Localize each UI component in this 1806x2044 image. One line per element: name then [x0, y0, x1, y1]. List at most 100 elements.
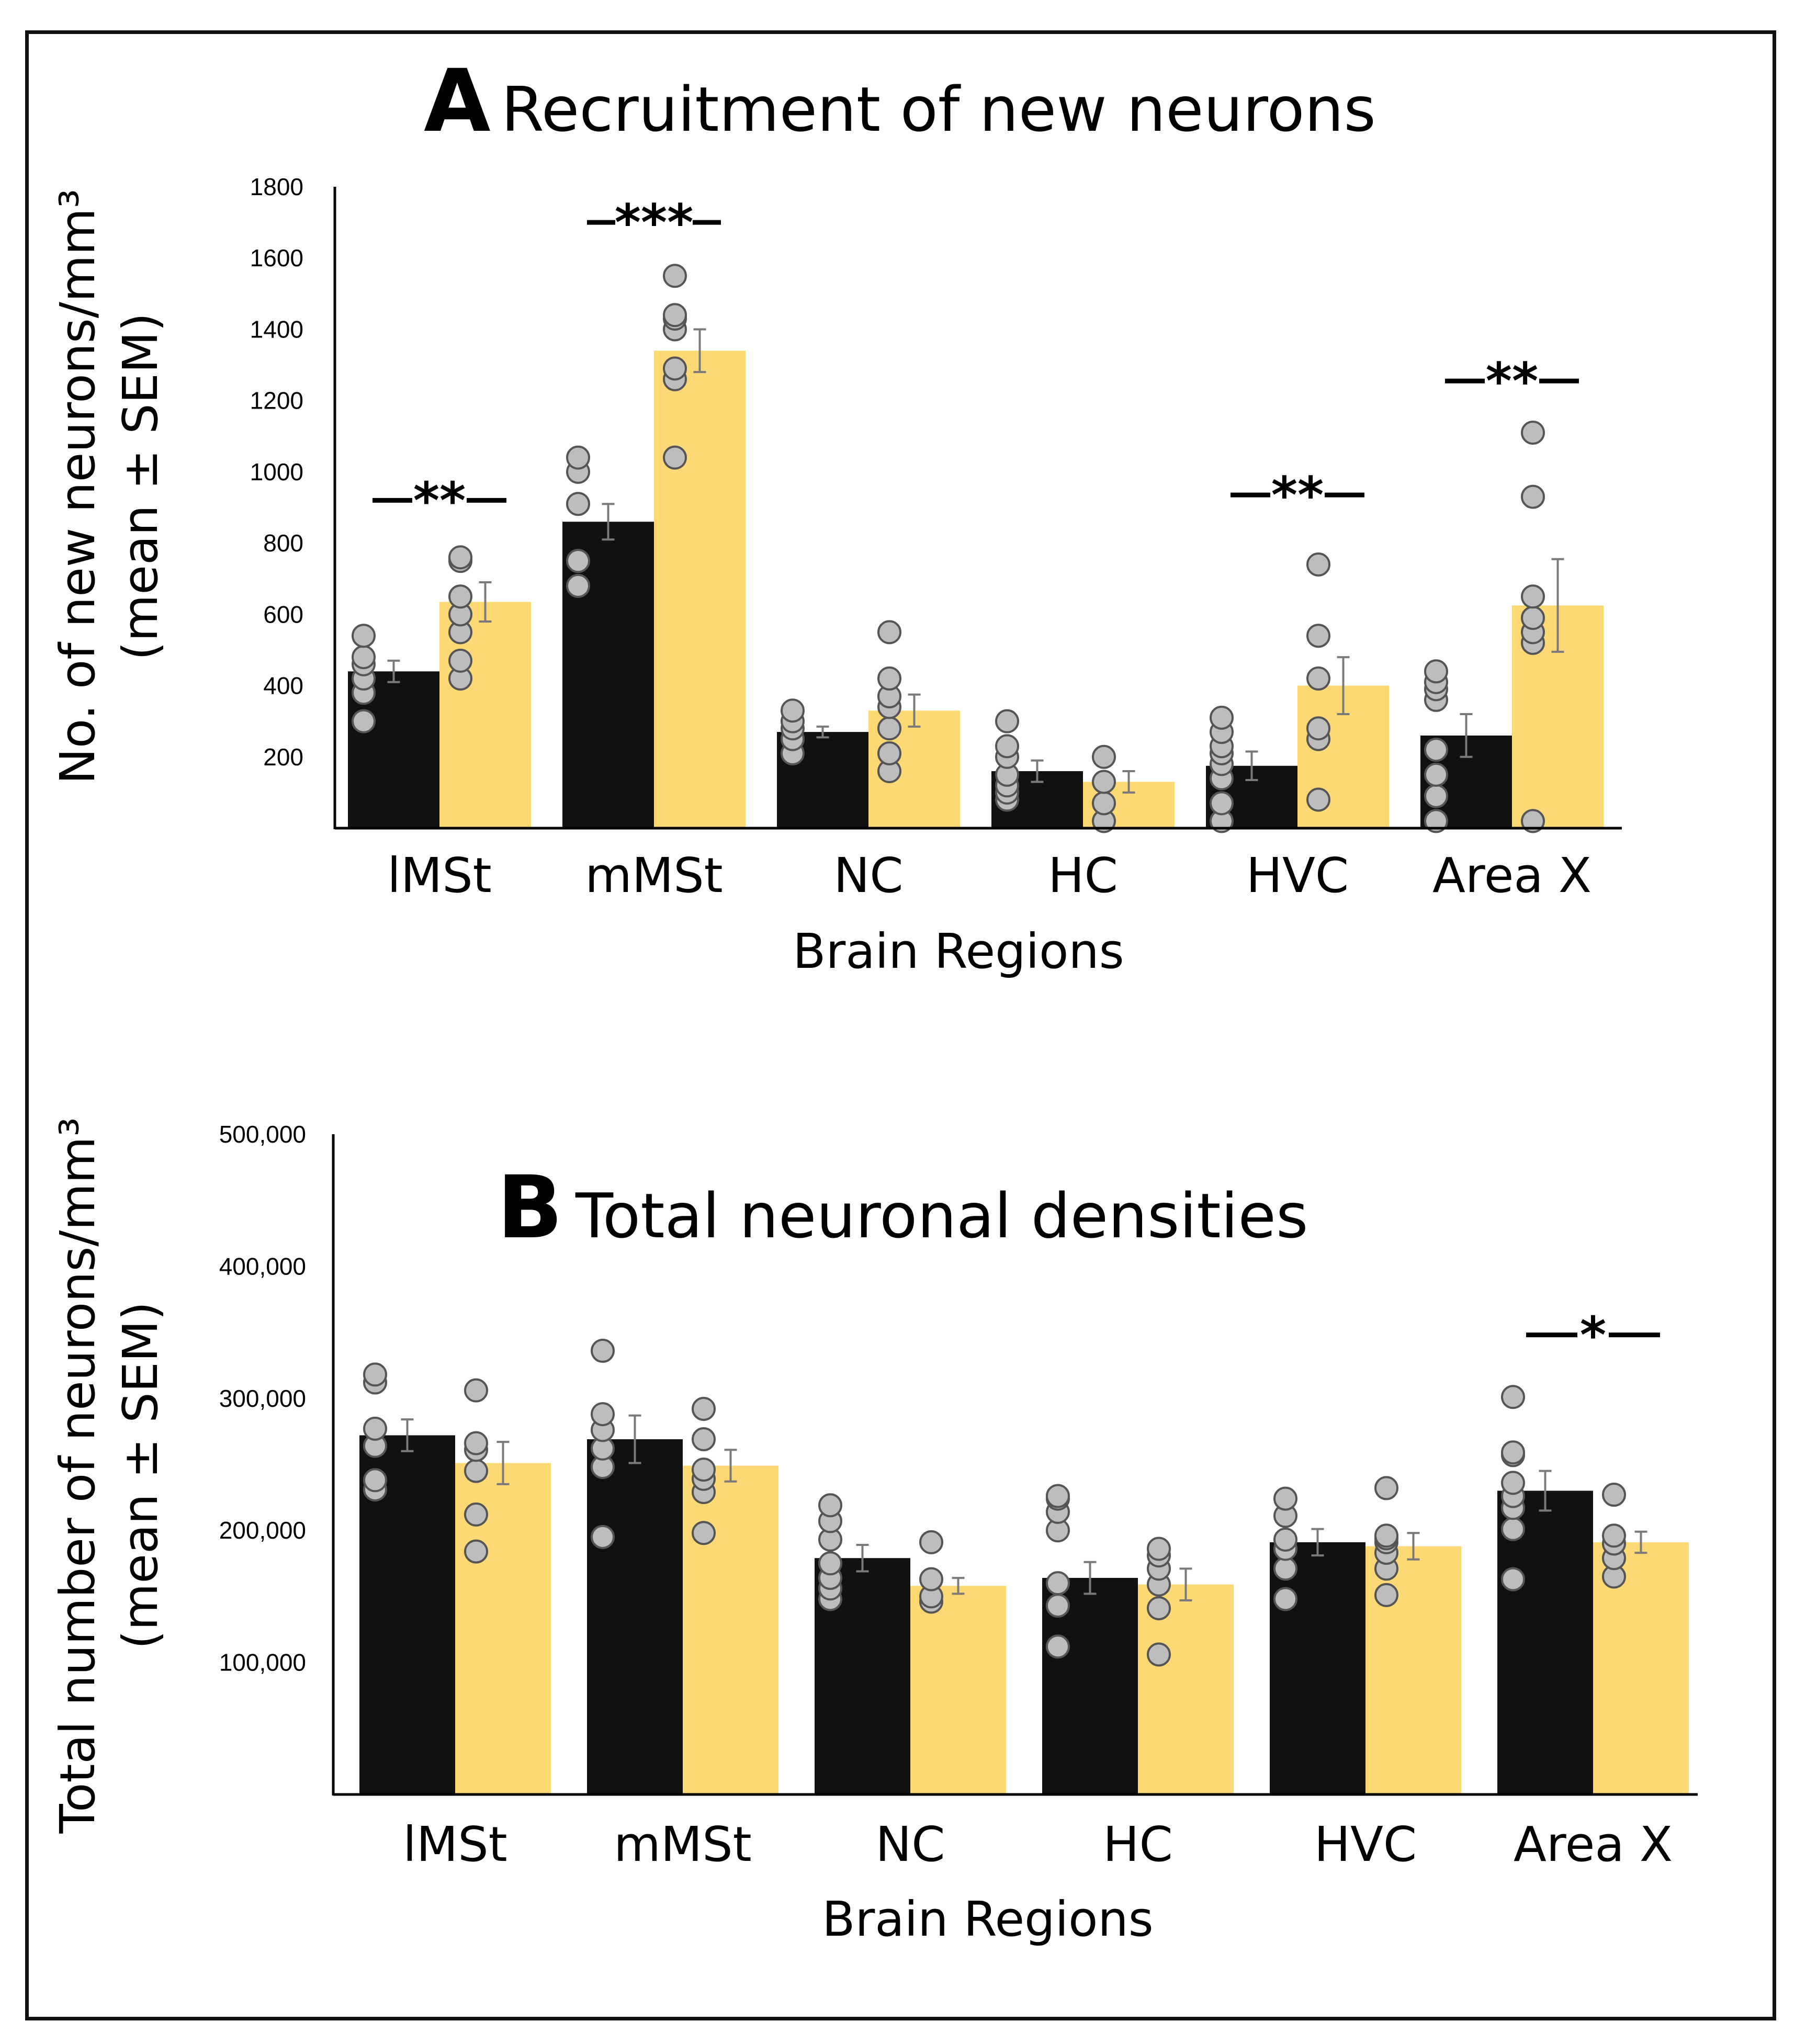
- treatment-data-point: [1521, 484, 1545, 509]
- control-data-point: [1424, 762, 1448, 787]
- panel-a-ylabel-line2: (mean ± SEM): [112, 313, 168, 660]
- control-data-point: [1210, 791, 1234, 816]
- control-data-point: [995, 734, 1019, 759]
- treatment-data-point: [1147, 1537, 1171, 1561]
- control-data-point: [363, 1468, 387, 1493]
- control-data-point: [363, 1416, 387, 1441]
- x-category-label: Area X: [1514, 1816, 1673, 1872]
- treatment-data-point: [663, 303, 687, 328]
- panel-a-categories: lMSt mMSt NC HC HVC Area X: [387, 848, 1591, 904]
- panel-a-ylabel-line1: No. of new neurons/mm³: [50, 189, 106, 784]
- y-tick-label: 200: [263, 743, 303, 771]
- control-data-point: [1273, 1486, 1297, 1511]
- x-category-label: lMSt: [387, 848, 491, 904]
- x-category-label: HVC: [1314, 1816, 1417, 1872]
- treatment-data-point: [1306, 716, 1330, 741]
- control-data-point: [1424, 659, 1448, 684]
- significance-label: ***: [615, 194, 694, 252]
- treatment-bar: [683, 1465, 778, 1794]
- control-bar: [1270, 1542, 1365, 1794]
- treatment-data-point: [1306, 787, 1330, 812]
- treatment-data-point: [692, 1427, 716, 1452]
- treatment-bar: [654, 351, 746, 828]
- panel-b: B Total neuronal densities Total number …: [50, 1117, 1698, 1947]
- y-tick-label: 1000: [250, 458, 303, 485]
- treatment-data-point: [1374, 1583, 1398, 1607]
- treatment-data-point: [877, 716, 901, 741]
- treatment-data-point: [1521, 420, 1545, 445]
- treatment-data-point: [1602, 1483, 1626, 1507]
- control-data-point: [1501, 1385, 1525, 1409]
- treatment-bar: [910, 1586, 1006, 1794]
- significance-label: **: [1486, 352, 1538, 411]
- significance-label: *: [1580, 1306, 1606, 1365]
- panel-b-yticks: 100,000 200,000 300,000 400,000 500,000: [219, 1121, 306, 1676]
- treatment-data-point: [464, 1539, 488, 1564]
- control-data-point: [818, 1493, 842, 1518]
- significance-label: **: [1271, 466, 1324, 525]
- treatment-data-point: [877, 741, 901, 765]
- y-tick-label: 500,000: [219, 1121, 306, 1148]
- panel-a-letter: A: [424, 51, 491, 151]
- treatment-data-point: [448, 545, 472, 570]
- treatment-data-point: [1521, 809, 1545, 833]
- treatment-data-point: [1092, 791, 1116, 816]
- control-data-point: [1210, 705, 1234, 730]
- control-data-point: [995, 709, 1019, 733]
- y-tick-label: 200,000: [219, 1517, 306, 1544]
- treatment-data-point: [1092, 770, 1116, 794]
- control-data-point: [1273, 1527, 1297, 1552]
- control-data-point: [1046, 1634, 1070, 1659]
- treatment-data-point: [464, 1378, 488, 1403]
- panel-b-categories: lMSt mMSt NC HC HVC Area X: [403, 1816, 1673, 1872]
- treatment-data-point: [464, 1459, 488, 1483]
- control-data-point: [591, 1524, 615, 1549]
- treatment-bar: [1365, 1546, 1461, 1794]
- significance-label: **: [413, 471, 466, 530]
- control-data-point: [1273, 1556, 1297, 1581]
- panel-a-plot: *********: [333, 187, 1622, 833]
- y-tick-label: 100,000: [219, 1649, 306, 1676]
- control-bar: [1497, 1490, 1593, 1794]
- y-tick-label: 1400: [250, 315, 303, 343]
- control-data-point: [1424, 738, 1448, 762]
- treatment-data-point: [448, 584, 472, 609]
- treatment-data-point: [1374, 1476, 1398, 1500]
- control-data-point: [1046, 1484, 1070, 1508]
- y-tick-label: 400,000: [219, 1252, 306, 1280]
- control-data-point: [781, 698, 805, 723]
- x-category-label: NC: [833, 848, 903, 904]
- treatment-data-point: [1147, 1642, 1171, 1667]
- y-tick-label: 800: [263, 529, 303, 557]
- control-data-point: [1046, 1594, 1070, 1618]
- panel-a: A Recruitment of new neurons No. of new …: [50, 51, 1622, 979]
- treatment-data-point: [692, 1458, 716, 1482]
- treatment-data-point: [919, 1530, 943, 1554]
- y-tick-label: 1600: [250, 244, 303, 272]
- control-data-point: [1424, 784, 1448, 808]
- treatment-data-point: [692, 1521, 716, 1545]
- treatment-data-point: [919, 1567, 943, 1591]
- control-data-point: [352, 645, 376, 670]
- x-category-label: HC: [1103, 1816, 1172, 1872]
- y-tick-label: 1800: [250, 173, 303, 200]
- panel-b-plot: *: [332, 1134, 1698, 1796]
- treatment-data-point: [1374, 1523, 1398, 1548]
- x-category-label: NC: [875, 1816, 945, 1872]
- x-category-label: HC: [1048, 848, 1118, 904]
- treatment-data-point: [448, 648, 472, 673]
- control-data-point: [363, 1362, 387, 1387]
- y-tick-label: 300,000: [219, 1385, 306, 1412]
- panel-b-xlabel: Brain Regions: [822, 1891, 1153, 1947]
- panel-a-title: Recruitment of new neurons: [501, 73, 1376, 145]
- treatment-data-point: [1521, 584, 1545, 609]
- control-data-point: [566, 492, 590, 516]
- treatment-bar: [1138, 1584, 1234, 1794]
- control-data-point: [1501, 1471, 1525, 1495]
- control-data-point: [818, 1551, 842, 1576]
- y-tick-label: 600: [263, 601, 303, 628]
- treatment-data-point: [663, 264, 687, 288]
- panel-b-ylabel-line2: (mean ± SEM): [112, 1302, 168, 1649]
- treatment-data-point: [1521, 606, 1545, 630]
